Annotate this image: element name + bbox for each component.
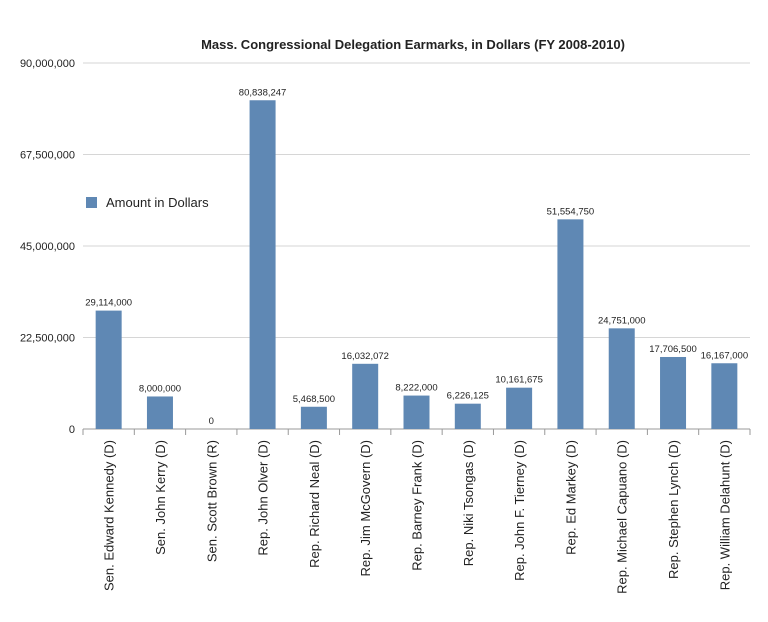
data-label: 8,000,000: [139, 383, 181, 394]
x-tick-label: Rep. Ed Markey (D): [563, 440, 578, 555]
bar: [557, 219, 584, 429]
bar: [506, 387, 533, 429]
bar: [249, 100, 276, 429]
x-tick-label: Sen. Edward Kennedy (D): [102, 440, 117, 591]
data-label: 8,222,000: [395, 383, 437, 394]
legend: Amount in Dollars: [86, 195, 209, 210]
y-tick-label: 67,500,000: [20, 150, 75, 162]
bar: [95, 310, 122, 429]
x-tick-label: Rep. William Delahunt (D): [717, 440, 732, 590]
data-label: 5,468,500: [293, 394, 335, 405]
data-label: 24,751,000: [598, 315, 646, 326]
y-tick-label: 0: [69, 424, 75, 436]
data-label: 51,554,750: [547, 206, 595, 217]
bar: [454, 403, 481, 429]
y-tick-label: 45,000,000: [20, 241, 75, 253]
x-tick-label: Rep. Jim McGovern (D): [358, 440, 373, 577]
bar: [403, 395, 430, 429]
y-tick-label: 90,000,000: [20, 58, 75, 70]
x-tick-label: Rep. John Olver (D): [256, 440, 271, 556]
bar: [711, 363, 738, 429]
data-label: 29,114,000: [85, 298, 132, 309]
x-tick-label: Rep. Michael Capuano (D): [615, 440, 630, 594]
data-label: 0: [209, 416, 214, 427]
bar: [300, 406, 327, 429]
bar: [608, 328, 635, 429]
bar: [352, 363, 379, 429]
data-label: 16,032,072: [341, 351, 389, 362]
y-tick-label: 22,500,000: [20, 333, 75, 345]
legend-swatch: [86, 197, 97, 208]
legend-label: Amount in Dollars: [106, 195, 209, 210]
data-label: 17,706,500: [649, 344, 697, 355]
x-tick-label: Rep. John F. Tierney (D): [512, 440, 527, 581]
x-tick-label: Rep. Stephen Lynch (D): [666, 440, 681, 579]
data-label: 10,161,675: [495, 375, 543, 386]
chart-title: Mass. Congressional Delegation Earmarks,…: [201, 37, 625, 52]
x-tick-label: Sen. John Kerry (D): [153, 440, 168, 555]
data-label: 6,226,125: [447, 391, 489, 402]
data-label: 16,167,000: [701, 350, 749, 361]
bar: [660, 356, 687, 429]
x-tick-label: Rep. Barney Frank (D): [410, 440, 425, 571]
x-tick-label: Rep. Niki Tsongas (D): [461, 440, 476, 566]
x-tick-label: Rep. Richard Neal (D): [307, 440, 322, 568]
bar: [146, 396, 173, 429]
data-label: 80,838,247: [239, 87, 287, 98]
x-tick-label: Sen. Scott Brown (R): [204, 440, 219, 562]
